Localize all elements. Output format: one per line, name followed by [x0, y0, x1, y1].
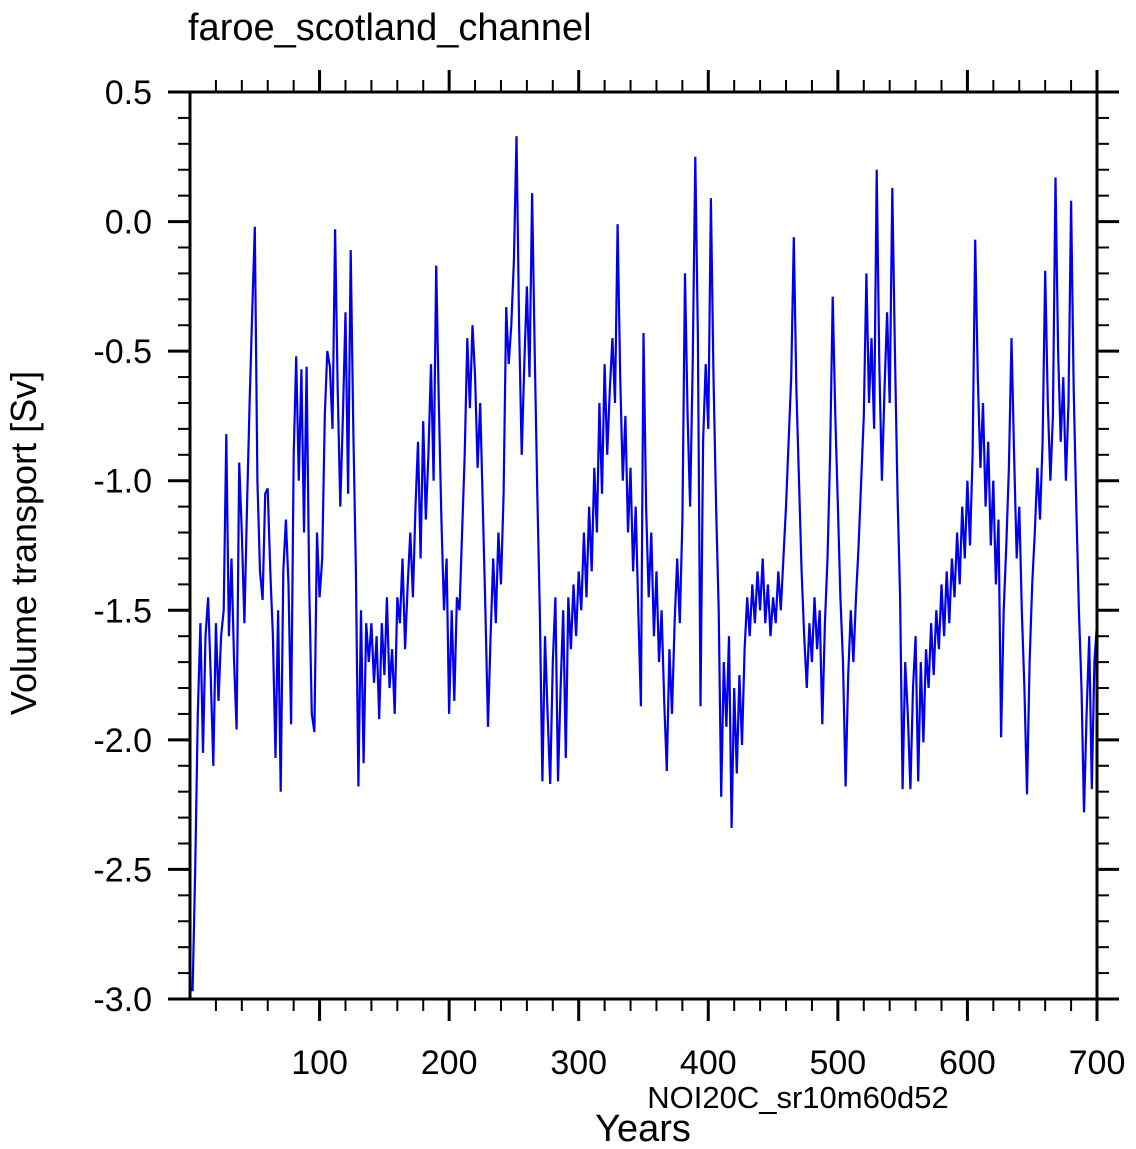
- plot-frame: [188, 90, 1099, 1001]
- y-axis-label: Volume transport [Sv]: [3, 371, 44, 715]
- x-tick-label: 500: [809, 1044, 866, 1082]
- series-annotation: NOI20C_sr10m60d52: [647, 1080, 949, 1115]
- y-tick-label: -3.0: [93, 981, 152, 1019]
- x-tick-label: 200: [421, 1044, 478, 1082]
- y-tick-label: -0.5: [93, 333, 152, 371]
- y-tick-label: -2.5: [93, 851, 152, 889]
- y-tick-label: -1.5: [93, 592, 152, 630]
- x-tick-label: 700: [1069, 1044, 1126, 1082]
- data-line-series: [191, 136, 1099, 992]
- y-tick-label: 0.5: [105, 74, 152, 112]
- chart-title: faroe_scotland_channel: [188, 7, 592, 49]
- x-tick-label: 300: [550, 1044, 607, 1082]
- y-tick-label: -2.0: [93, 722, 152, 760]
- y-tick-label: 0.0: [105, 204, 152, 242]
- x-tick-label: 100: [291, 1044, 348, 1082]
- data-line-layer: [191, 136, 1099, 992]
- x-tick-label: 600: [939, 1044, 996, 1082]
- x-tick-label: 400: [680, 1044, 737, 1082]
- axis-ticks: 100 200 300 400 500 600 700 0.5 0.0 -0.5 -1.0 -1.5 -…: [93, 70, 1125, 1082]
- y-tick-label: -1.0: [93, 463, 152, 501]
- x-axis-label: Years: [595, 1108, 691, 1149]
